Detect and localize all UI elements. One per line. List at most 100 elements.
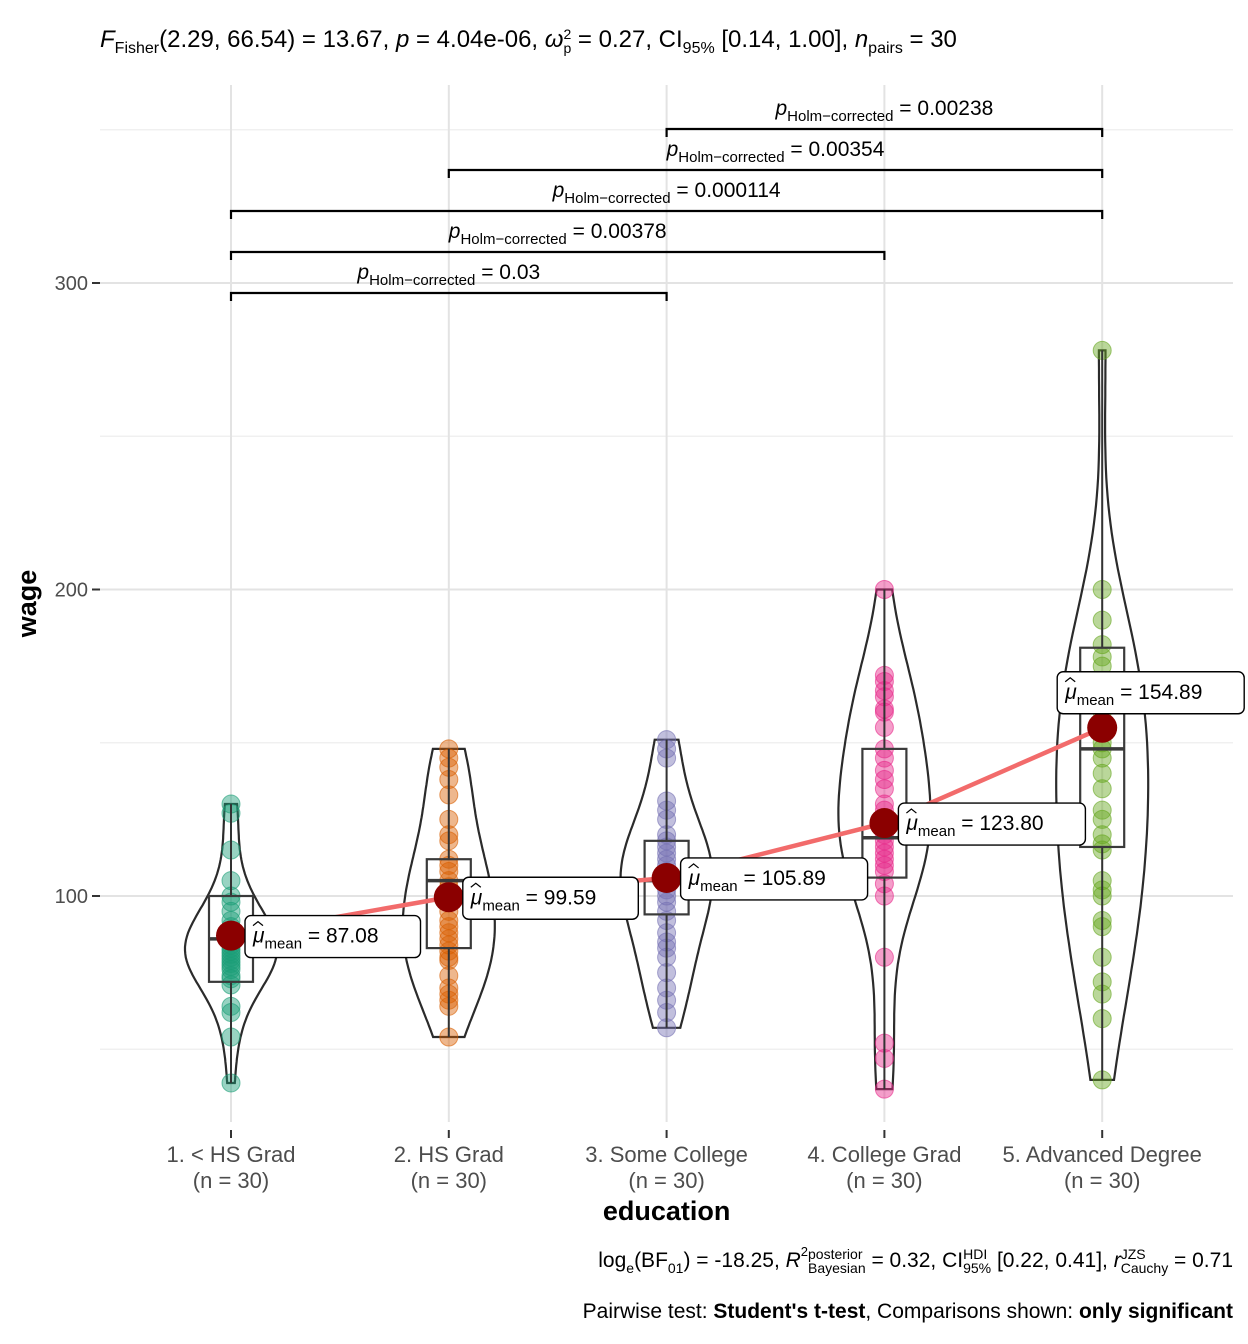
- f-value: = 13.67,: [295, 26, 396, 53]
- comparison-sub: Holm−corrected: [369, 272, 475, 289]
- comparison-value: = 0.03: [475, 261, 540, 284]
- comparison-p: p: [666, 138, 679, 161]
- x-tick-label: 1. < HS Grad: [166, 1142, 295, 1167]
- omega-sub: p: [563, 39, 572, 56]
- mean-point: [1087, 712, 1118, 743]
- bf-close: ) = -18.25,: [683, 1249, 786, 1272]
- comparisons-value: only significant: [1078, 1300, 1233, 1323]
- x-tick-label: 4. College Grad: [807, 1142, 961, 1167]
- hdi-sub: 95%: [963, 1260, 992, 1277]
- mean-point: [216, 920, 246, 951]
- mean-label-mu: μ: [1064, 681, 1077, 704]
- comparison-bracket: [447, 168, 1104, 178]
- comparison-p: p: [448, 220, 461, 243]
- pairwise-prefix: Pairwise test:: [582, 1300, 714, 1323]
- comparison-label: pHolm−corrected = 0.00238: [774, 97, 993, 125]
- r-value: = 0.32, CI: [865, 1249, 964, 1272]
- mean-label-box: [897, 802, 1087, 846]
- comparison-bracket: [229, 250, 886, 260]
- mean-label-value: = 154.89: [1114, 681, 1202, 704]
- mean-label: μmean = 123.80: [905, 812, 1043, 840]
- rc-symbol: r: [1113, 1249, 1121, 1272]
- data-point: [1092, 763, 1112, 783]
- mean-label-hat: [688, 863, 699, 869]
- bayes-caption: loge(BF01) = -18.25, R2posterior Bayesian…: [598, 1244, 1233, 1276]
- rc-sup: JZS: [1120, 1246, 1146, 1263]
- comparison-sub: Holm−corrected: [460, 231, 566, 248]
- bf-open: (BF: [634, 1249, 668, 1272]
- violin-3: [619, 738, 714, 1029]
- data-point: [439, 917, 459, 937]
- r-stack-bottom: Bayesian: [808, 1260, 866, 1277]
- x-tick-n-label: (n = 30): [846, 1168, 922, 1193]
- x-tick-label: 2. HS Grad: [394, 1142, 504, 1167]
- hdi-sup: HDI: [963, 1246, 988, 1263]
- n-value: = 30: [902, 26, 957, 53]
- violin-4: [837, 588, 932, 1091]
- p-symbol: p: [395, 26, 410, 53]
- comparison-bracket: [229, 291, 668, 301]
- comparison-value: = 0.00238: [893, 97, 993, 120]
- mean-label-hat: [906, 808, 917, 814]
- mean-label-sub: mean: [918, 823, 956, 840]
- bf-prefix: log: [598, 1249, 627, 1272]
- mean-label-mu: μ: [905, 812, 918, 835]
- mean-label-box: [1056, 671, 1245, 715]
- mean-label-mu: μ: [470, 886, 483, 909]
- rc-value: = 0.71: [1168, 1249, 1233, 1272]
- n-subscript: pairs: [868, 40, 903, 57]
- comparison-value: = 0.00378: [567, 220, 667, 243]
- mean-label-sub: mean: [700, 878, 738, 895]
- y-tick-label: 300: [55, 273, 88, 295]
- data-point: [1092, 800, 1112, 820]
- comparison-p: p: [774, 97, 787, 120]
- mean-label-hat: [1064, 676, 1076, 683]
- mean-label-mu: μ: [688, 867, 701, 890]
- f-df: (2.29, 66.54): [159, 26, 296, 53]
- mean-label-hat: [252, 920, 264, 927]
- rc-sub: Cauchy: [1120, 1260, 1169, 1277]
- comparison-label: pHolm−corrected = 0.00354: [666, 138, 885, 166]
- comparison-label: pHolm−corrected = 0.000114: [552, 179, 781, 207]
- comparison-bracket: [229, 209, 1104, 219]
- rc-stack: JZS Cauchy: [1121, 1247, 1168, 1275]
- mean-label: μmean = 105.89: [688, 867, 826, 895]
- x-tick-label: 3. Some College: [585, 1142, 748, 1167]
- comparison-value: = 0.00354: [785, 138, 885, 161]
- comparison-p: p: [356, 261, 369, 284]
- y-tick-label: 100: [55, 886, 88, 908]
- data-point: [1092, 779, 1112, 799]
- bf-log-sub: e: [626, 1260, 635, 1276]
- comparison-label: pHolm−corrected = 0.03: [356, 261, 540, 289]
- pairwise-test: Student's t-test: [713, 1300, 866, 1323]
- mean-label-sub: mean: [1077, 692, 1115, 709]
- hdi-stack: HDI 95%: [963, 1247, 991, 1275]
- omega-symbol: ω: [544, 26, 564, 53]
- pairwise-caption: Pairwise test: Student's t-test, Compari…: [583, 1300, 1233, 1324]
- comparison-label: pHolm−corrected = 0.00378: [448, 220, 667, 248]
- comparison-sub: Holm−corrected: [564, 190, 670, 207]
- r-stack-top: posterior: [808, 1246, 863, 1263]
- mean-label-value: = 87.08: [302, 925, 378, 948]
- r-sup: 2: [800, 1244, 809, 1259]
- comparison-bracket: [665, 127, 1104, 137]
- x-tick-n-label: (n = 30): [193, 1168, 269, 1193]
- r-stack: posterior Bayesian: [808, 1247, 866, 1275]
- mean-label-sub: mean: [265, 936, 303, 953]
- comparison-sub: Holm−corrected: [678, 149, 784, 166]
- hdi-value: [0.22, 0.41],: [991, 1249, 1114, 1272]
- mean-label-value: = 123.80: [955, 812, 1043, 835]
- mean-label: μmean = 87.08: [252, 925, 379, 953]
- x-tick-n-label: (n = 30): [628, 1168, 704, 1193]
- mean-point: [651, 862, 682, 893]
- mean-label: μmean = 99.59: [470, 886, 597, 914]
- n-symbol: n: [854, 26, 869, 53]
- y-tick-label: 200: [55, 580, 88, 602]
- ci-value: [0.14, 1.00],: [714, 26, 855, 53]
- mean-label-box: [244, 914, 422, 959]
- data-point: [1092, 825, 1112, 845]
- x-tick-label: 5. Advanced Degree: [1003, 1142, 1202, 1167]
